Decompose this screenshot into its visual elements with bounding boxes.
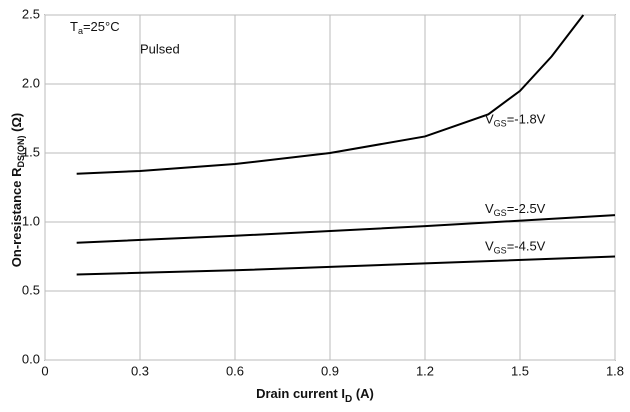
series-label-rest: =-4.5V	[507, 239, 546, 254]
subtitle: Pulsed	[140, 41, 180, 56]
x-tick-label: 1.8	[606, 363, 624, 378]
y-tick-label: 2.0	[22, 75, 40, 90]
x-tick-label: 1.5	[511, 363, 529, 378]
series-line	[77, 257, 615, 275]
series-label-main: V	[485, 202, 494, 217]
y-tick-label: 1.0	[22, 213, 40, 228]
chart-title: Ta=25°C	[70, 19, 120, 36]
series-label-sub: GS	[494, 246, 507, 256]
x-tick-label: 0.9	[321, 363, 339, 378]
x-label-sub: D	[345, 394, 352, 405]
chart: Ta=25°C Pulsed Drain current ID (A) On-r…	[0, 0, 630, 412]
series-label: VGS=-1.8V	[485, 112, 546, 129]
x-label-rest: (A)	[352, 386, 374, 401]
x-axis-label: Drain current ID (A)	[256, 386, 374, 404]
series-label: VGS=-2.5V	[485, 202, 546, 219]
series-label-main: V	[485, 112, 494, 127]
series-label-main: V	[485, 239, 494, 254]
title-main: T	[70, 19, 78, 34]
title-rest: =25°C	[83, 19, 120, 34]
y-tick-label: 0.5	[22, 282, 40, 297]
series-label-sub: GS	[494, 119, 507, 129]
series-label-rest: =-2.5V	[507, 202, 546, 217]
x-tick-label: 0.6	[226, 363, 244, 378]
y-tick-label: 2.5	[22, 6, 40, 21]
y-tick-label: 1.5	[22, 144, 40, 159]
y-tick-label: 0.0	[22, 351, 40, 366]
x-tick-label: 0	[41, 363, 48, 378]
y-label-rest: (Ω)	[9, 113, 24, 136]
series-label-rest: =-1.8V	[507, 112, 546, 127]
x-tick-label: 0.3	[131, 363, 149, 378]
x-label-main: Drain current I	[256, 386, 345, 401]
series-label: VGS=-4.5V	[485, 239, 546, 256]
x-tick-label: 1.2	[416, 363, 434, 378]
series-label-sub: GS	[494, 209, 507, 219]
y-axis-label: On-resistance RDS(ON) (Ω)	[9, 113, 26, 267]
